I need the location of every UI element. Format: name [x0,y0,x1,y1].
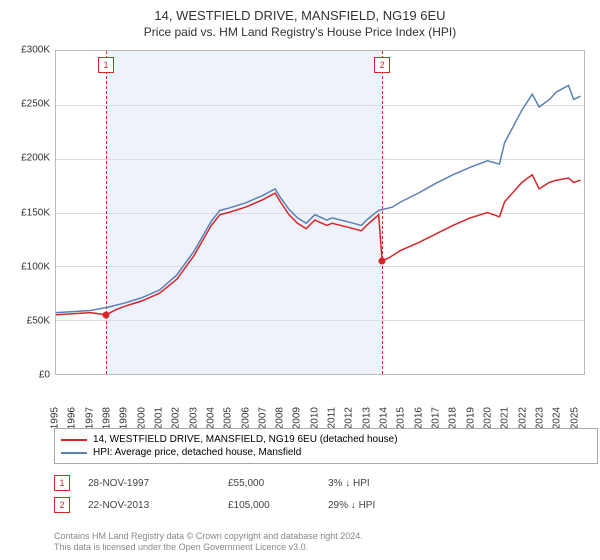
legend-swatch [61,452,87,454]
x-tick-label: 2008 [275,407,286,429]
x-tick-label: 1999 [119,407,130,429]
event-marker-box: 1 [98,57,114,73]
x-tick-label: 2006 [240,407,251,429]
event-row: 2 22-NOV-2013£105,00029% ↓ HPI [54,494,584,516]
events-table: 1 28-NOV-1997£55,0003% ↓ HPI 2 22-NOV-2013£… [54,472,584,516]
x-tick-label: 2014 [379,407,390,429]
x-tick-label: 2016 [413,407,424,429]
x-tick-label: 2003 [188,407,199,429]
x-tick-label: 2012 [344,407,355,429]
event-price: £105,000 [228,500,328,511]
event-row: 1 28-NOV-1997£55,0003% ↓ HPI [54,472,584,494]
series-line [56,85,581,312]
x-tick-label: 2009 [292,407,303,429]
y-tick-label: £0 [10,370,50,381]
event-date: 22-NOV-2013 [88,500,228,511]
footer-line2: This data is licensed under the Open Gov… [54,542,308,552]
y-tick-label: £250K [10,99,50,110]
x-tick-label: 2002 [171,407,182,429]
y-tick-label: £100K [10,261,50,272]
event-number-icon: 2 [54,497,70,513]
x-tick-label: 2013 [361,407,372,429]
legend: 14, WESTFIELD DRIVE, MANSFIELD, NG19 6EU… [54,428,598,464]
x-tick-label: 1996 [67,407,78,429]
x-tick-label: 2001 [153,407,164,429]
x-tick-label: 2005 [223,407,234,429]
chart-title: 14, WESTFIELD DRIVE, MANSFIELD, NG19 6EU [0,0,600,23]
x-tick-label: 2017 [431,407,442,429]
legend-row: 14, WESTFIELD DRIVE, MANSFIELD, NG19 6EU… [61,433,591,446]
y-tick-label: £150K [10,207,50,218]
event-price: £55,000 [228,478,328,489]
legend-label: HPI: Average price, detached house, Mans… [93,447,301,458]
chart-subtitle: Price paid vs. HM Land Registry's House … [0,23,600,39]
event-marker-box: 2 [374,57,390,73]
x-tick-label: 2021 [500,407,511,429]
x-tick-label: 2004 [205,407,216,429]
x-tick-label: 2000 [136,407,147,429]
price-marker-dot [379,257,386,264]
x-tick-label: 2010 [309,407,320,429]
series-line [56,175,581,315]
x-tick-label: 2023 [534,407,545,429]
x-tick-label: 2007 [257,407,268,429]
event-date: 28-NOV-1997 [88,478,228,489]
x-tick-label: 2022 [517,407,528,429]
legend-label: 14, WESTFIELD DRIVE, MANSFIELD, NG19 6EU… [93,434,398,445]
x-tick-label: 2024 [552,407,563,429]
x-tick-label: 1997 [84,407,95,429]
y-tick-label: £300K [10,45,50,56]
event-hpi-diff: 29% ↓ HPI [328,500,448,511]
x-tick-label: 2015 [396,407,407,429]
legend-row: HPI: Average price, detached house, Mans… [61,446,591,459]
x-tick-label: 1995 [50,407,61,429]
y-tick-label: £200K [10,153,50,164]
price-marker-dot [103,311,110,318]
chart-area: 12 £0£50K£100K£150K£200K£250K£300K199519… [10,50,590,420]
x-tick-label: 2025 [569,407,580,429]
x-tick-label: 2018 [448,407,459,429]
x-tick-label: 2011 [327,407,338,429]
x-tick-label: 1998 [101,407,112,429]
plot-area: 12 [55,50,585,375]
footer-line1: Contains HM Land Registry data © Crown c… [54,531,363,541]
x-tick-label: 2020 [483,407,494,429]
line-svg [56,51,584,374]
legend-swatch [61,439,87,441]
event-hpi-diff: 3% ↓ HPI [328,478,448,489]
x-tick-label: 2019 [465,407,476,429]
y-tick-label: £50K [10,315,50,326]
event-number-icon: 1 [54,475,70,491]
footer-attribution: Contains HM Land Registry data © Crown c… [54,531,363,554]
